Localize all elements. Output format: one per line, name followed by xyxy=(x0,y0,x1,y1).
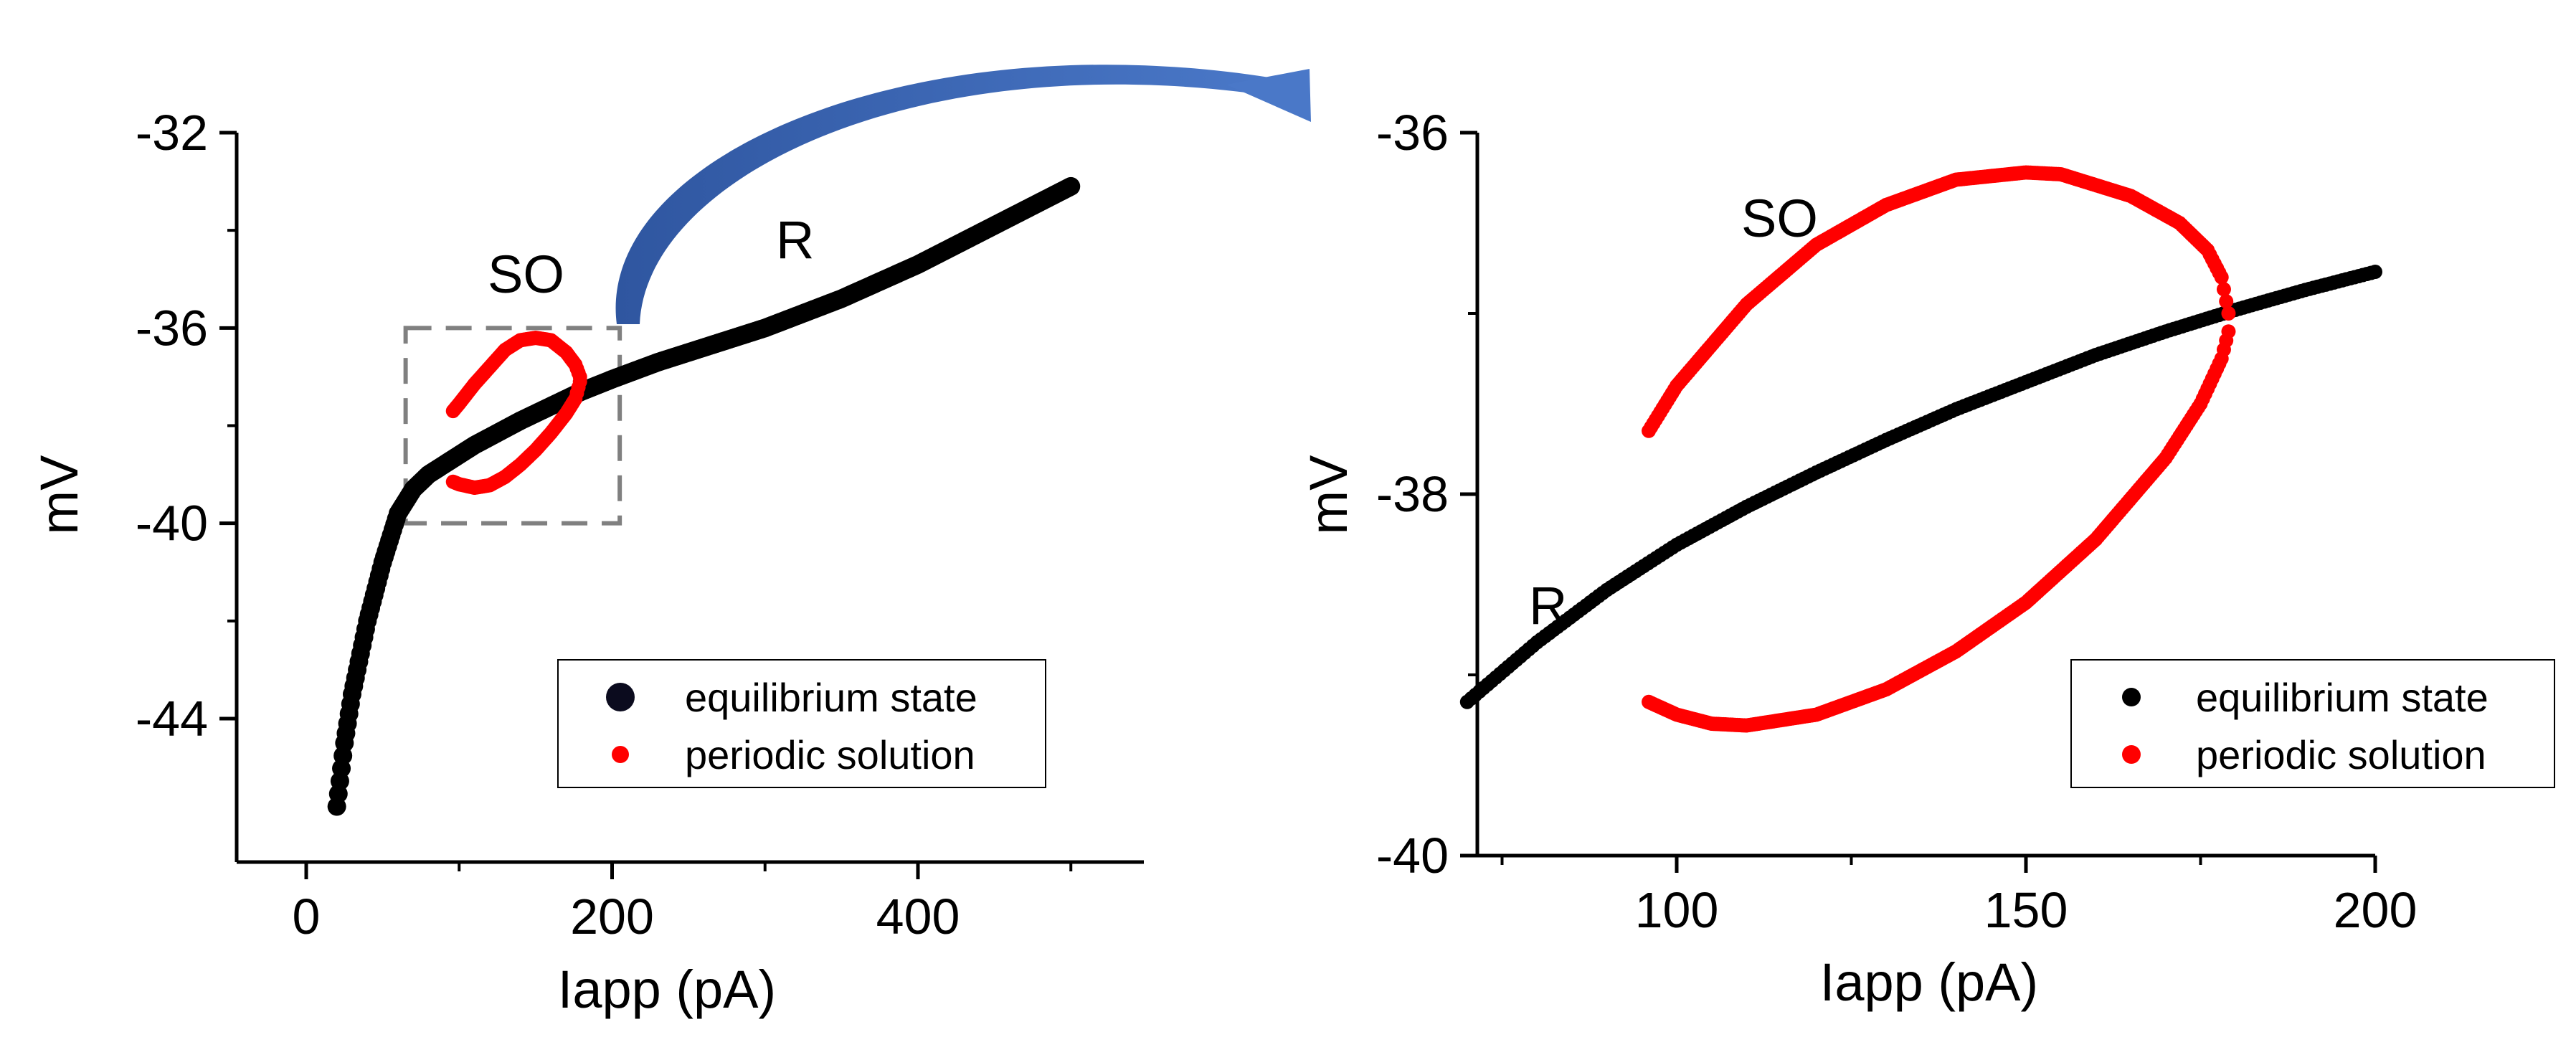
x-tick-label: 200 xyxy=(570,889,654,945)
legend: equilibrium state periodic solution xyxy=(2070,659,2555,788)
y-tick-label: -40 xyxy=(136,496,208,552)
x-tick-label: 0 xyxy=(293,889,321,945)
legend-label-equilibrium: equilibrium state xyxy=(2196,675,2489,720)
legend-marker-periodic xyxy=(2122,745,2141,764)
zoom-arrow xyxy=(615,65,1311,324)
legend: equilibrium state periodic solution xyxy=(557,659,1046,788)
equilibrium-point xyxy=(2368,265,2382,280)
legend-marker-periodic xyxy=(612,746,629,763)
zoom-arrow-head xyxy=(1226,69,1311,122)
legend-label-periodic: periodic solution xyxy=(685,732,975,777)
y-tick-label: -32 xyxy=(136,105,208,161)
periodic-point xyxy=(445,404,460,419)
y-tick-label: -44 xyxy=(136,691,208,747)
tick-labels: -36 -38 -40 100 150 200 xyxy=(1376,105,2418,938)
periodic-point xyxy=(2221,324,2236,339)
y-tick-label: -40 xyxy=(1376,828,1449,884)
x-axis-title: Iapp (pA) xyxy=(558,960,776,1019)
x-axis-title: Iapp (pA) xyxy=(1820,952,2038,1012)
y-axis-title: mV xyxy=(1299,455,1358,535)
y-axis-title: mV xyxy=(29,455,89,535)
equilibrium-point xyxy=(1061,176,1081,196)
legend-box xyxy=(557,659,1046,788)
legend-box xyxy=(2070,659,2555,788)
x-tick-label: 200 xyxy=(2334,882,2418,938)
periodic-point xyxy=(2221,306,2236,321)
periodic-solution-series xyxy=(445,330,587,495)
x-tick-label: 150 xyxy=(1984,882,2068,938)
periodic-point xyxy=(2219,294,2234,309)
main-chart-panel: -32 -36 -40 -44 0 200 400 SO R Iapp (pA) mV eq… xyxy=(29,105,1144,1019)
periodic-point xyxy=(1642,423,1657,438)
equilibrium-state-series xyxy=(327,176,1081,816)
periodic-solution-series xyxy=(1642,165,2236,733)
periodic-point xyxy=(2216,282,2231,297)
legend-marker-equilibrium xyxy=(606,683,635,711)
legend-marker-equilibrium xyxy=(2122,688,2141,706)
x-tick-label: 400 xyxy=(876,889,960,945)
zoom-arrow-body xyxy=(615,65,1269,324)
legend-label-equilibrium: equilibrium state xyxy=(685,675,977,720)
tick-marks xyxy=(1460,131,2377,873)
zoom-chart-panel: -36 -38 -40 100 150 200 SO R Iapp (pA) mV equ… xyxy=(1299,105,2555,1012)
r-label: R xyxy=(776,210,814,270)
y-tick-label: -36 xyxy=(1376,105,1449,161)
tick-marks xyxy=(219,131,1073,879)
y-tick-label: -36 xyxy=(136,300,208,356)
x-tick-label: 100 xyxy=(1635,882,1719,938)
legend-label-periodic: periodic solution xyxy=(2196,732,2486,777)
tick-labels: -32 -36 -40 -44 0 200 400 xyxy=(136,105,960,945)
so-label: SO xyxy=(1741,189,1818,248)
equilibrium-state-series xyxy=(1459,265,2382,709)
r-label: R xyxy=(1529,576,1567,635)
y-tick-label: -38 xyxy=(1376,466,1449,522)
so-label: SO xyxy=(488,245,564,304)
